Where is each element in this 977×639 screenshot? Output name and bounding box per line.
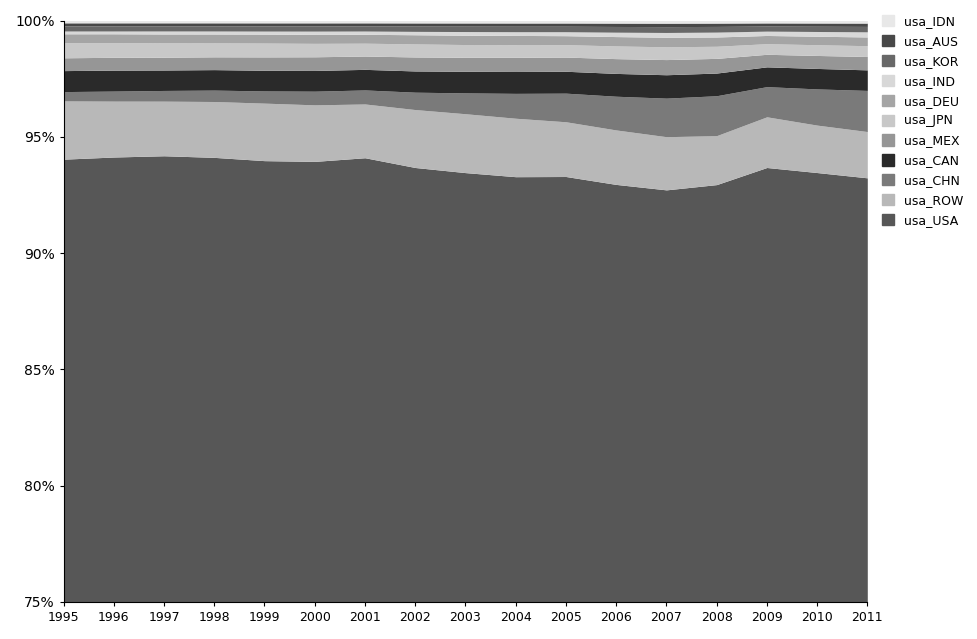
Legend: usa_IDN, usa_AUS, usa_KOR, usa_IND, usa_DEU, usa_JPN, usa_MEX, usa_CAN, usa_CHN,: usa_IDN, usa_AUS, usa_KOR, usa_IND, usa_… (880, 15, 962, 227)
